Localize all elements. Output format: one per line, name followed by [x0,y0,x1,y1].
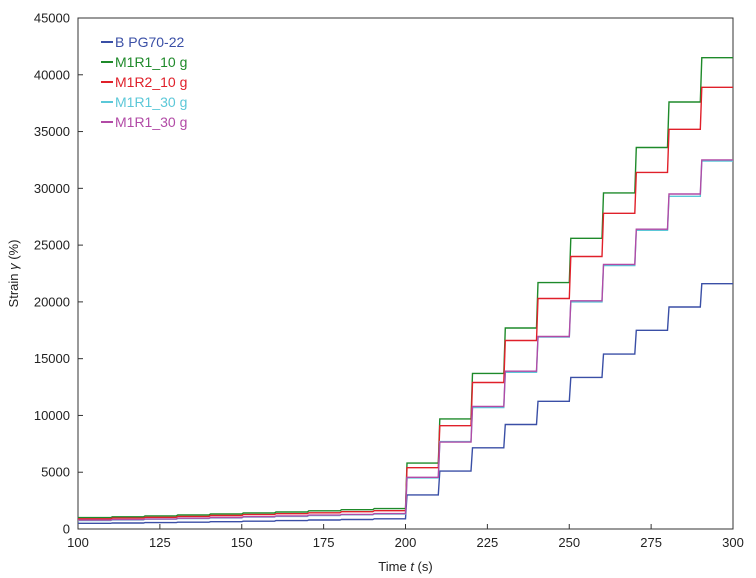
legend: B PG70-22 M1R1_10 g M1R2_10 g M1R1_30 g M1R1… [101,34,187,130]
legend-label: B PG70-22 [115,34,184,50]
x-tick-label: 225 [477,535,499,550]
y-tick-label: 10000 [34,408,70,423]
legend-label: M1R1_30 g [115,94,187,110]
x-tick-label: 200 [395,535,417,550]
series-layer [78,57,733,524]
y-tick-label: 20000 [34,294,70,309]
legend-label: M1R1_30 g [115,114,187,130]
x-tick-label: 175 [313,535,335,550]
y-tick-label: 30000 [34,181,70,196]
x-tick-label: 150 [231,535,253,550]
y-tick-label: 15000 [34,351,70,366]
y-tick-label: 5000 [41,465,70,480]
y-tick-label: 0 [63,522,70,537]
legend-label: M1R1_10 g [115,54,187,70]
y-tick-label: 25000 [34,238,70,253]
x-tick-label: 300 [722,535,744,550]
x-tick-label: 100 [67,535,89,550]
y-axis: 0 5000 10000 15000 20000 25000 30000 35000 40000… [34,11,83,537]
series-line-5 [78,159,733,521]
series-line-3 [78,86,733,520]
legend-label: M1R2_10 g [115,74,187,90]
y-axis-title: Strain γ (%) [6,240,21,308]
x-tick-label: 275 [640,535,662,550]
series-line-4 [78,160,733,522]
x-tick-label: 125 [149,535,171,550]
y-tick-label: 45000 [34,11,70,26]
y-tick-label: 40000 [34,67,70,82]
x-tick-label: 250 [558,535,580,550]
x-axis-title: Time t (s) [378,559,432,574]
y-tick-label: 35000 [34,124,70,139]
x-axis: 100 125 150 175 200 225 250 275 300 [67,524,744,550]
